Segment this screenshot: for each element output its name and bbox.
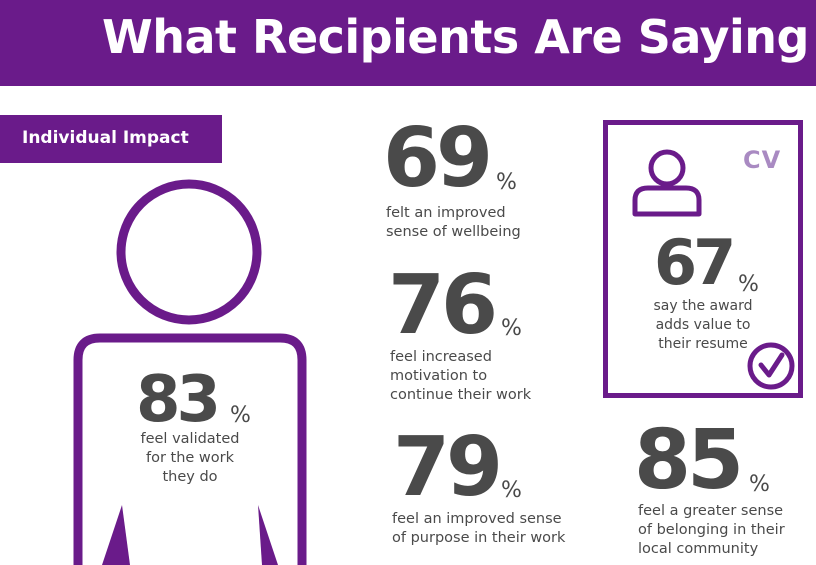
stat-76-value: 76 xyxy=(388,258,498,353)
cv-label: CV xyxy=(743,146,782,174)
stat-69-desc-line: sense of wellbeing xyxy=(386,224,521,240)
stat-69-desc: felt an improved sense of wellbeing xyxy=(386,204,586,242)
stat-85-desc-line: of belonging in their xyxy=(638,522,785,538)
stat-83-unit: % xyxy=(230,403,251,428)
stat-85-desc-line: local community xyxy=(638,541,759,557)
stat-67-value: 67 xyxy=(654,226,736,299)
stat-79-desc-line: of purpose in their work xyxy=(392,530,566,546)
stat-67-desc-line: adds value to xyxy=(655,317,751,333)
stat-69-unit: % xyxy=(496,170,517,195)
stat-67-desc: say the award adds value to their resume xyxy=(628,297,778,354)
cv-card xyxy=(603,120,803,398)
stat-76-desc: feel increased motivation to continue th… xyxy=(390,348,590,405)
stat-83-desc: feel validated for the work they do xyxy=(120,430,260,487)
stat-83-desc-line: feel validated xyxy=(140,431,240,447)
stat-67-unit: % xyxy=(738,272,759,297)
page-title: What Recipients Are Saying xyxy=(102,10,809,64)
stat-76-desc-line: feel increased xyxy=(390,349,492,365)
stat-69-desc-line: felt an improved xyxy=(386,205,506,221)
stat-85-unit: % xyxy=(749,472,770,497)
stat-79-desc: feel an improved sense of purpose in the… xyxy=(392,510,592,548)
stat-67-desc-line: say the award xyxy=(653,298,753,314)
stat-79-value: 79 xyxy=(393,420,503,515)
stat-76-desc-line: motivation to xyxy=(390,368,488,384)
stat-67-desc-line: their resume xyxy=(658,336,748,352)
stat-79-desc-line: feel an improved sense xyxy=(392,511,562,527)
stat-83-desc-line: they do xyxy=(162,469,218,485)
stat-85-desc: feel a greater sense of belonging in the… xyxy=(638,502,813,559)
header-banner: What Recipients Are Saying xyxy=(0,0,816,86)
stat-76-unit: % xyxy=(501,316,522,341)
stat-76-desc-line: continue their work xyxy=(390,387,532,403)
stat-85-desc-line: feel a greater sense xyxy=(638,503,784,519)
section-tag-label: Individual Impact xyxy=(22,128,189,148)
stat-85-value: 85 xyxy=(634,413,744,508)
stat-83-value: 83 xyxy=(136,363,221,437)
stat-83-desc-line: for the work xyxy=(145,450,235,466)
stat-79-unit: % xyxy=(501,478,522,503)
stat-69-value: 69 xyxy=(383,111,493,206)
section-tag: Individual Impact xyxy=(0,115,222,163)
